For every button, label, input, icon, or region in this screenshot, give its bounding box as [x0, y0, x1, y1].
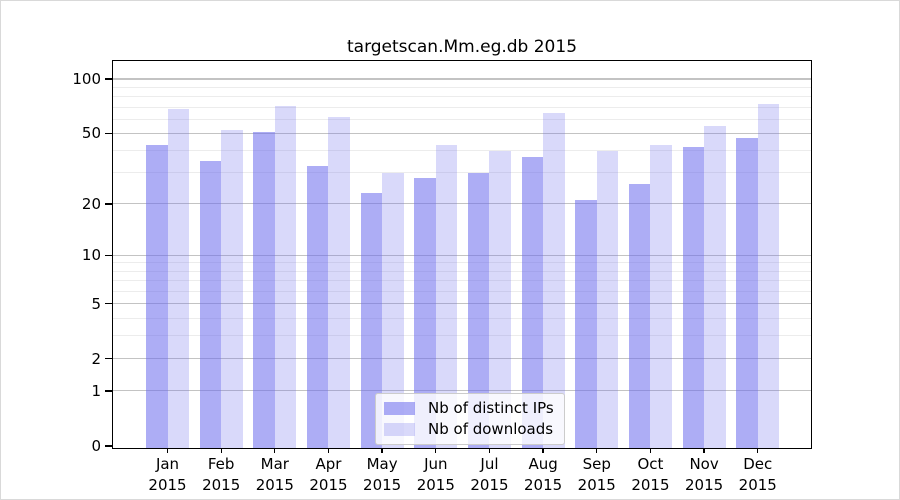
gridline — [113, 290, 811, 292]
bar-distinct-ips-aug — [521, 156, 544, 448]
gridline — [113, 390, 811, 392]
x-tick-label-mar: Mar 2015 — [255, 455, 294, 494]
plot-area — [113, 61, 811, 448]
gridline — [113, 150, 811, 152]
x-tick-label-jul: Jul 2015 — [470, 455, 509, 494]
legend-swatch-downloads — [384, 422, 415, 436]
y-tick-mark — [105, 357, 113, 360]
gridline — [113, 78, 811, 80]
bar-distinct-ips-may — [360, 193, 383, 448]
x-tick-label-jun: Jun 2015 — [416, 455, 455, 494]
bar-distinct-ips-jun — [414, 178, 436, 448]
gridline — [113, 262, 811, 264]
bar-distinct-ips-oct — [628, 183, 651, 448]
y-tick-label-1: 1 — [91, 381, 101, 400]
gridline — [113, 254, 811, 256]
y-tick-label-50: 50 — [81, 124, 101, 143]
x-tick-mark — [596, 448, 598, 453]
gridline — [113, 106, 811, 108]
y-tick-label-2: 2 — [91, 349, 101, 368]
y-tick-label-10: 10 — [81, 246, 101, 265]
y-tick-mark — [105, 390, 113, 392]
x-tick-mark — [649, 448, 652, 453]
bar-distinct-ips-mar — [253, 131, 275, 448]
gridline — [113, 132, 811, 134]
x-tick-label-may: May 2015 — [363, 455, 402, 494]
x-tick-mark — [274, 448, 276, 453]
gridline — [113, 317, 811, 319]
bar-distinct-ips-feb — [199, 161, 222, 448]
x-tick-mark — [757, 448, 759, 453]
bar-downloads-oct — [650, 145, 672, 448]
x-tick-label-jan: Jan 2015 — [148, 455, 187, 494]
bar-distinct-ips-apr — [306, 165, 329, 448]
y-tick-mark — [105, 132, 113, 134]
bar-downloads-jan — [167, 109, 189, 448]
gridline — [113, 302, 811, 305]
y-tick-label-5: 5 — [91, 294, 101, 313]
gridline — [113, 203, 811, 205]
gridline — [113, 86, 811, 88]
bar-downloads-aug — [543, 112, 565, 448]
x-tick-label-feb: Feb 2015 — [202, 455, 241, 494]
legend-entry-distinct-ips: Nb of distinct IPs — [384, 400, 554, 416]
bar-distinct-ips-jan — [146, 145, 168, 448]
bar-distinct-ips-dec — [736, 138, 758, 448]
gridline — [113, 118, 811, 120]
gridline — [113, 172, 811, 174]
x-tick-label-aug: Aug 2015 — [524, 455, 563, 494]
y-tick-label-0: 0 — [91, 437, 101, 455]
gridline — [113, 270, 811, 272]
bar-distinct-ips-nov — [682, 146, 705, 448]
x-tick-label-nov: Nov 2015 — [685, 455, 724, 494]
bar-distinct-ips-jul — [467, 172, 490, 448]
y-tick-label-20: 20 — [81, 194, 101, 213]
x-tick-mark — [542, 448, 544, 453]
x-tick-mark — [381, 448, 383, 453]
gridline — [113, 335, 811, 337]
legend-label-downloads: Nb of downloads — [428, 420, 554, 438]
bar-downloads-may — [382, 172, 404, 448]
bar-downloads-dec — [757, 103, 780, 448]
legend-swatch-distinct-ips — [384, 401, 415, 415]
legend: Nb of distinct IPs Nb of downloads — [375, 393, 565, 445]
bar-downloads-nov — [704, 125, 726, 448]
x-tick-mark — [703, 448, 705, 453]
y-tick-mark — [105, 445, 113, 447]
gridline — [113, 280, 811, 282]
chart-title: targetscan.Mm.eg.db 2015 — [346, 37, 578, 57]
bar-downloads-mar — [274, 105, 297, 448]
legend-label-distinct-ips: Nb of distinct IPs — [428, 399, 554, 417]
legend-entry-downloads: Nb of downloads — [384, 421, 554, 437]
bar-downloads-apr — [328, 116, 350, 448]
bar-downloads-jun — [435, 145, 458, 448]
y-tick-mark — [105, 203, 113, 205]
gridline — [113, 358, 811, 360]
y-tick-mark — [105, 254, 113, 256]
x-tick-label-sep: Sep 2015 — [577, 455, 616, 494]
y-tick-label-100: 100 — [72, 69, 101, 88]
gridline — [113, 96, 811, 98]
bar-downloads-sep — [596, 150, 619, 448]
x-tick-label-dec: Dec 2015 — [738, 455, 777, 494]
bar-downloads-jul — [489, 150, 511, 448]
x-tick-label-apr: Apr 2015 — [309, 455, 348, 494]
x-tick-label-oct: Oct 2015 — [631, 455, 670, 494]
y-tick-mark — [105, 78, 113, 80]
x-tick-mark — [220, 448, 222, 453]
y-tick-mark — [105, 302, 113, 305]
x-tick-mark — [166, 448, 169, 453]
x-tick-mark — [488, 448, 491, 453]
bar-distinct-ips-sep — [575, 200, 597, 448]
x-tick-mark — [435, 448, 437, 453]
bar-downloads-feb — [221, 130, 243, 448]
x-tick-mark — [327, 448, 330, 453]
